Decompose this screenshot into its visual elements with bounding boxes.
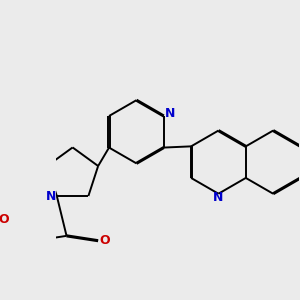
Text: O: O	[99, 234, 110, 247]
Text: N: N	[164, 107, 175, 120]
Text: N: N	[46, 190, 56, 202]
Text: N: N	[213, 191, 224, 204]
Text: O: O	[0, 213, 9, 226]
